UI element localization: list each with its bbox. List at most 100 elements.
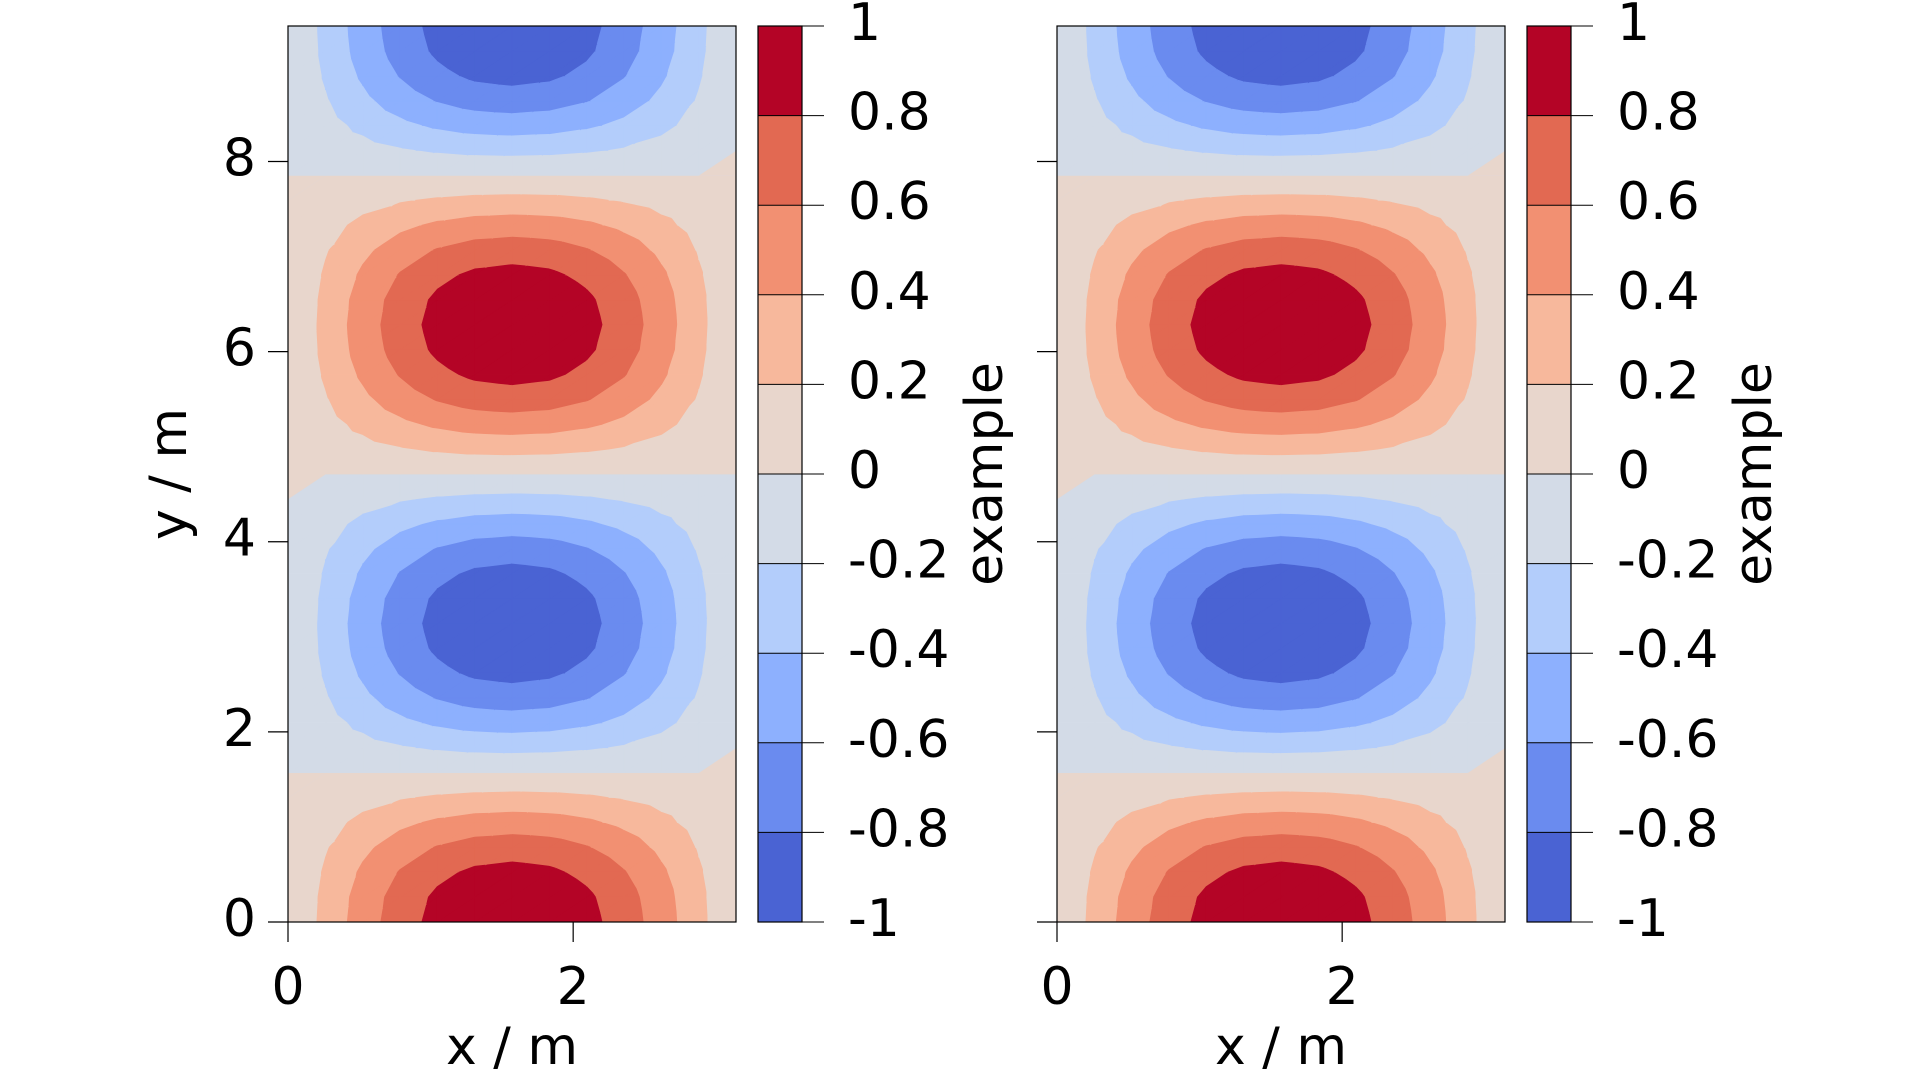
contour-fill bbox=[1168, 714, 1176, 724]
contour-fill bbox=[511, 708, 533, 724]
contour-fill bbox=[436, 197, 442, 201]
contour-fill bbox=[474, 812, 489, 823]
contour-fill bbox=[511, 731, 536, 749]
contour-fill bbox=[549, 239, 563, 251]
contour-fill bbox=[1205, 129, 1233, 151]
contour-fill bbox=[474, 267, 486, 276]
contour-fill bbox=[511, 834, 531, 848]
contour-fill bbox=[1318, 836, 1332, 848]
colorbar-tick-label: -0.8 bbox=[1617, 799, 1718, 859]
contour-fill bbox=[549, 792, 558, 798]
colorbar-tick-label: 0.2 bbox=[1617, 351, 1700, 411]
contour-fill bbox=[1243, 731, 1267, 749]
contour-fill bbox=[1355, 247, 1358, 251]
contour-fill bbox=[1318, 727, 1350, 749]
contour-fill bbox=[1280, 214, 1297, 226]
contour-fill bbox=[1318, 813, 1331, 823]
contour-fill bbox=[1243, 678, 1268, 699]
colorbar-band bbox=[758, 653, 802, 743]
contour-fill bbox=[362, 683, 370, 699]
contour-plot bbox=[1056, 25, 1506, 923]
contour-fill bbox=[1392, 271, 1396, 276]
colorbar-band bbox=[1527, 115, 1571, 206]
contour-fill bbox=[623, 741, 634, 749]
y-tick-label: 2 bbox=[223, 699, 256, 759]
contour-fill bbox=[362, 135, 375, 151]
contour-fill bbox=[1205, 102, 1232, 126]
contour-fill bbox=[1205, 61, 1217, 77]
colorbar-tick-label: -1 bbox=[848, 889, 900, 949]
contour-fill bbox=[1131, 135, 1144, 151]
contour-fill bbox=[1280, 194, 1290, 201]
contour-fill bbox=[399, 714, 407, 724]
colorbar-tick-label: 0 bbox=[848, 441, 881, 501]
contour-fill bbox=[623, 829, 640, 848]
contour-fill bbox=[511, 679, 540, 699]
colorbar-band bbox=[1527, 26, 1571, 116]
colorbar-label: example bbox=[955, 362, 1015, 586]
contour-fill bbox=[1280, 811, 1297, 823]
contour-fill bbox=[1205, 197, 1211, 201]
x-tick-label: 2 bbox=[1326, 957, 1359, 1017]
contour-fill bbox=[1168, 147, 1172, 151]
colorbar-band bbox=[1527, 474, 1571, 564]
contour-fill bbox=[1318, 239, 1332, 251]
colorbar-tick-label: -0.4 bbox=[848, 620, 949, 680]
colorbar-band bbox=[758, 474, 802, 564]
contour-fill bbox=[1205, 817, 1214, 823]
contour-fill bbox=[474, 81, 499, 102]
y-tick-label: 6 bbox=[223, 319, 256, 379]
contour-fill bbox=[511, 861, 526, 873]
colorbar-tick-label: -1 bbox=[1617, 889, 1669, 949]
contour-fill bbox=[474, 708, 495, 724]
contour-fill bbox=[1392, 869, 1396, 873]
contour-fill bbox=[511, 264, 526, 276]
colorbar-label: example bbox=[1724, 362, 1784, 586]
contour-fill bbox=[549, 268, 556, 276]
colorbar-tick-label: 0.8 bbox=[1617, 83, 1700, 143]
contour-fill bbox=[1392, 143, 1403, 151]
contour-fill bbox=[1243, 81, 1268, 102]
contour-fill bbox=[1243, 267, 1255, 276]
contour-fill bbox=[623, 202, 650, 226]
contour-fill bbox=[1318, 865, 1325, 873]
colorbar-band bbox=[1527, 742, 1571, 833]
plot-frame bbox=[287, 25, 737, 923]
x-tick-label: 2 bbox=[557, 957, 590, 1017]
contour-fill bbox=[1205, 726, 1233, 749]
contour-fill bbox=[436, 102, 463, 126]
contour-fill bbox=[549, 750, 583, 774]
contour-fill bbox=[1280, 155, 1312, 176]
colorbar-tick-label: -0.2 bbox=[848, 531, 949, 591]
contour-fill bbox=[1318, 215, 1331, 226]
contour-fill bbox=[1467, 259, 1473, 276]
contour-fill bbox=[660, 264, 667, 276]
contour-fill bbox=[1280, 791, 1290, 798]
colorbar-band bbox=[1527, 832, 1571, 922]
contour-fill bbox=[474, 215, 489, 226]
contour-fill bbox=[1280, 731, 1305, 749]
contour-fill bbox=[549, 699, 584, 724]
contour-fill bbox=[1280, 264, 1295, 276]
contour-fill bbox=[1205, 794, 1211, 798]
contour-fill bbox=[511, 214, 528, 226]
contour-fill bbox=[1280, 236, 1300, 251]
contour-fill bbox=[1243, 864, 1255, 873]
contour-fill bbox=[474, 864, 486, 873]
contour-fill bbox=[325, 90, 329, 102]
contour-fill bbox=[623, 143, 634, 151]
contour-fill bbox=[1392, 202, 1419, 226]
contour-fill bbox=[660, 214, 672, 226]
contour-fill bbox=[511, 82, 540, 102]
colorbar-tick-label: -0.6 bbox=[1617, 710, 1718, 770]
colorbar-tick-label: 0 bbox=[1617, 441, 1650, 501]
contour-fill bbox=[1280, 134, 1305, 151]
contour-fill bbox=[1205, 699, 1232, 724]
contour-fill bbox=[436, 817, 445, 823]
contour-fill bbox=[1280, 708, 1302, 724]
contour-fill bbox=[474, 134, 498, 151]
colorbar-band bbox=[1527, 205, 1571, 295]
contour-fill bbox=[1318, 194, 1327, 201]
contour-fill bbox=[1355, 886, 1363, 898]
contour-fill bbox=[549, 129, 581, 151]
